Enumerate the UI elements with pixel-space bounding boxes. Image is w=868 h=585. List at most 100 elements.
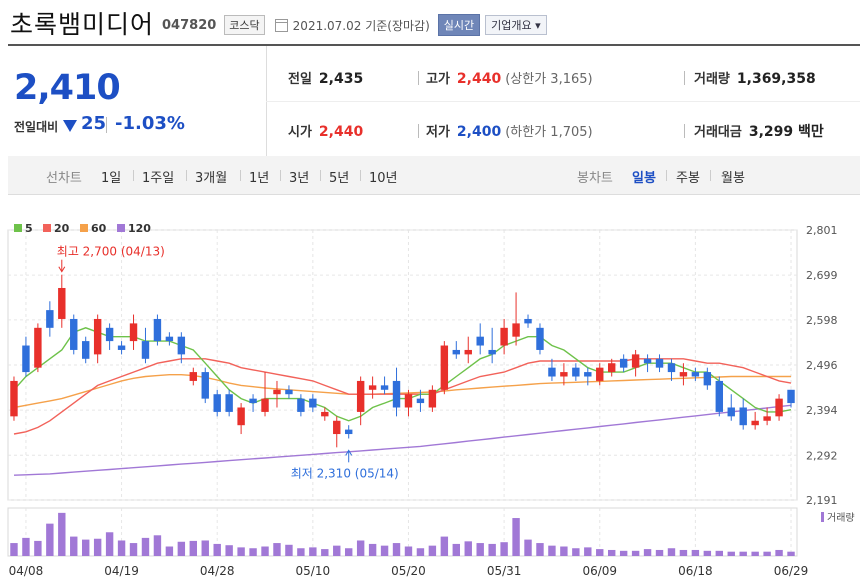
volume-bar (679, 549, 688, 556)
candle-body (404, 394, 413, 408)
candle-body (249, 398, 257, 404)
volume-bar (309, 547, 317, 556)
volume-bar (297, 548, 305, 556)
volume-label: 거래량 (694, 72, 730, 87)
volume-bar (141, 537, 150, 556)
prev-close-label: 전일 (288, 72, 312, 87)
volume-bar (512, 518, 520, 556)
volume-bar (715, 550, 724, 556)
volume-bar (416, 548, 425, 556)
volume-bar (129, 543, 138, 556)
legend-label-20: 20 (54, 222, 70, 235)
volume-frame (7, 507, 798, 557)
open-value: 2,440 (318, 124, 364, 140)
candle-body (452, 349, 461, 355)
candle-body (631, 354, 640, 368)
x-tick-label: 04/19 (104, 564, 139, 578)
volume-bar (321, 549, 329, 556)
tab-daily[interactable]: 일봉 (632, 171, 656, 186)
volume-bar (225, 545, 233, 556)
y-tick-label: 2,394 (806, 404, 838, 417)
volume-bar (70, 536, 78, 556)
candle-body (596, 367, 604, 381)
amount-label: 거래대금 (694, 125, 742, 140)
candle-body (572, 367, 580, 377)
candle-body (488, 349, 496, 355)
volume-bar (739, 551, 747, 556)
volume-bar (452, 543, 461, 556)
upper-limit: (상한가 3,165) (505, 72, 593, 87)
tab-monthly[interactable]: 월봉 (721, 171, 745, 186)
candle-body (512, 323, 520, 337)
volume-bar (619, 550, 628, 556)
lower-limit: (하한가 1,705) (505, 125, 593, 140)
open-cell: 시가 2,440 (288, 121, 363, 140)
candle-body (739, 407, 747, 426)
volume-bar (476, 543, 484, 556)
cell-divider (684, 71, 685, 85)
volume-bar (356, 540, 365, 556)
candle-body (380, 385, 389, 390)
line-chart-label: 선차트 (46, 171, 82, 186)
tab-weekly[interactable]: 주봉 (676, 171, 700, 186)
tab-1y[interactable]: 1년 (249, 171, 270, 186)
volume-bar (596, 549, 604, 556)
realtime-button[interactable]: 실시간 (437, 14, 481, 36)
candle-body (22, 345, 30, 373)
candle-body (10, 380, 18, 417)
candle-body (177, 336, 186, 355)
legend-label-120: 120 (128, 222, 151, 235)
volume-bar (775, 549, 783, 556)
candle-body (667, 363, 676, 373)
tab-3y[interactable]: 3년 (289, 171, 310, 186)
candle-body (344, 429, 353, 435)
tab-divider (133, 170, 134, 181)
stock-code: 047820 (162, 17, 217, 33)
high-cell: 고가 2,440 (상한가 3,165) (426, 68, 593, 87)
candle-body (464, 349, 472, 355)
x-tick-label: 04/08 (9, 564, 44, 578)
volume-bar (189, 540, 198, 556)
tab-3m[interactable]: 3개월 (195, 171, 228, 186)
candle-body (201, 372, 209, 399)
candle-body (273, 389, 281, 395)
legend-swatch-5 (14, 224, 22, 232)
legend-label-5: 5 (25, 222, 33, 235)
tab-divider (360, 170, 361, 181)
candle-body (70, 318, 78, 350)
x-tick-label: 06/18 (678, 564, 713, 578)
candle-body (560, 372, 568, 377)
candle-body (129, 323, 138, 342)
volume-bar (117, 540, 126, 556)
company-overview-button[interactable]: 기업개요 ▾ (485, 15, 547, 35)
series-line-ma60 (13, 374, 791, 409)
amount-cell: 거래대금 3,299 백만 (694, 121, 824, 141)
tab-divider (320, 170, 321, 181)
candle-body (309, 398, 317, 408)
candle-body (416, 398, 425, 404)
volume-bar (261, 546, 269, 556)
candle-body (46, 310, 54, 328)
candle-body (189, 372, 198, 381)
volume-bar (93, 538, 102, 556)
low-label: 저가 (426, 125, 450, 140)
volume-value: 1,369,358 (736, 71, 816, 87)
legend-swatch-120 (117, 224, 125, 232)
annotation-low: 최저 2,310 (05/14) (291, 466, 399, 480)
volume-bar (703, 550, 712, 556)
cell-divider (684, 124, 685, 138)
tab-1w[interactable]: 1주일 (142, 171, 175, 186)
annotation-arrowhead (58, 266, 66, 273)
diff-rate: -1.03% (115, 113, 185, 134)
annotation-arrowhead (345, 449, 353, 456)
tab-5y[interactable]: 5년 (329, 171, 350, 186)
candle-body (392, 380, 401, 408)
candle-body (356, 380, 365, 412)
diff-label: 전일대비 (14, 120, 59, 134)
volume-legend-label: 거래량 (827, 512, 855, 524)
candle-body (524, 318, 532, 324)
x-tick-label: 06/09 (582, 564, 617, 578)
low-value: 2,400 (456, 124, 502, 140)
tab-1d[interactable]: 1일 (101, 171, 122, 186)
tab-10y[interactable]: 10년 (369, 171, 398, 186)
